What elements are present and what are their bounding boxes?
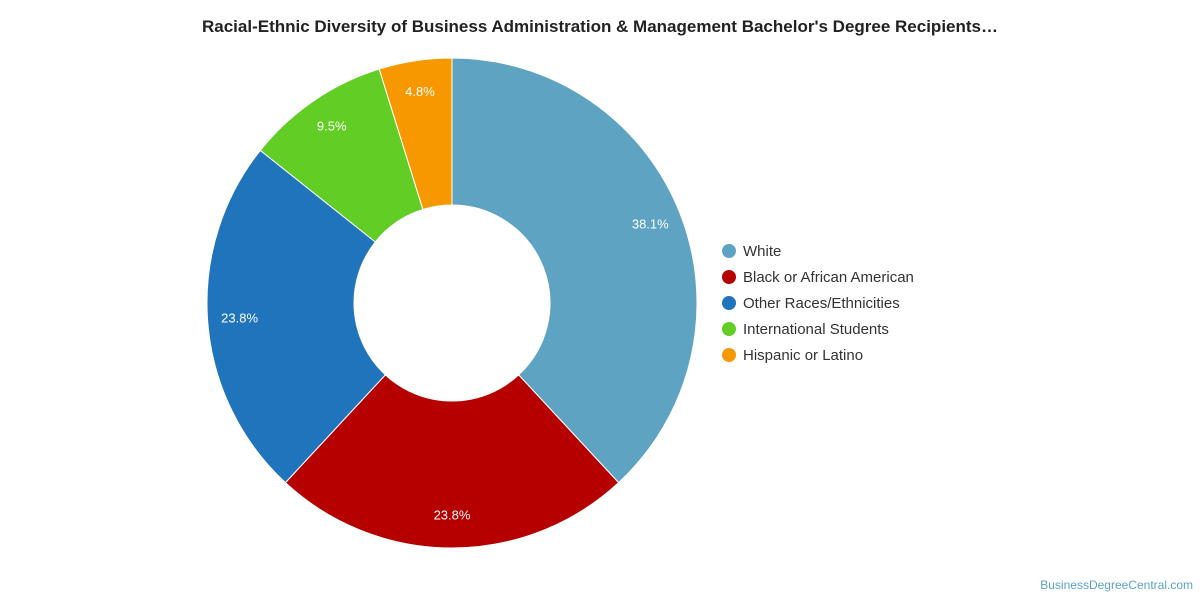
legend-marker — [722, 270, 736, 284]
legend-item-white[interactable]: White — [722, 243, 781, 260]
legend-item-international-students[interactable]: International Students — [722, 321, 889, 338]
slice-label-black-or-african-american: 23.8% — [434, 507, 471, 522]
legend-marker — [722, 244, 736, 258]
legend-label: White — [743, 243, 781, 260]
slice-labels: 38.1% 23.8% 23.8% 9.5% 4.8% — [221, 84, 669, 523]
legend-label: Other Races/Ethnicities — [743, 295, 900, 312]
legend-marker — [722, 348, 736, 362]
slice-hispanic-or-latino[interactable] — [378, 57, 453, 211]
legend-marker — [722, 322, 736, 336]
slice-label-white: 38.1% — [632, 217, 669, 232]
slice-other-races-ethnicities[interactable] — [206, 149, 387, 484]
slice-black-or-african-american[interactable] — [284, 374, 620, 549]
legend-label: Hispanic or Latino — [743, 347, 863, 364]
slice-label-hispanic-or-latino: 4.8% — [405, 84, 435, 99]
slice-white[interactable] — [451, 57, 698, 484]
legend-label: International Students — [743, 321, 889, 338]
slice-label-international-students: 9.5% — [317, 119, 347, 134]
legend-item-black-or-african-american[interactable]: Black or African American — [722, 269, 914, 286]
slice-label-other-races-ethnicities: 23.8% — [221, 310, 258, 325]
legend-item-hispanic-or-latino[interactable]: Hispanic or Latino — [722, 347, 863, 364]
legend-marker — [722, 296, 736, 310]
legend: White Black or African American Other Race… — [722, 243, 914, 364]
legend-item-other-races-ethnicities[interactable]: Other Races/Ethnicities — [722, 295, 900, 312]
donut-slices — [206, 57, 698, 549]
legend-label: Black or African American — [743, 269, 914, 286]
source-credit[interactable]: BusinessDegreeCentral.com — [1040, 578, 1193, 592]
chart-title: Racial-Ethnic Diversity of Business Admi… — [201, 17, 998, 36]
